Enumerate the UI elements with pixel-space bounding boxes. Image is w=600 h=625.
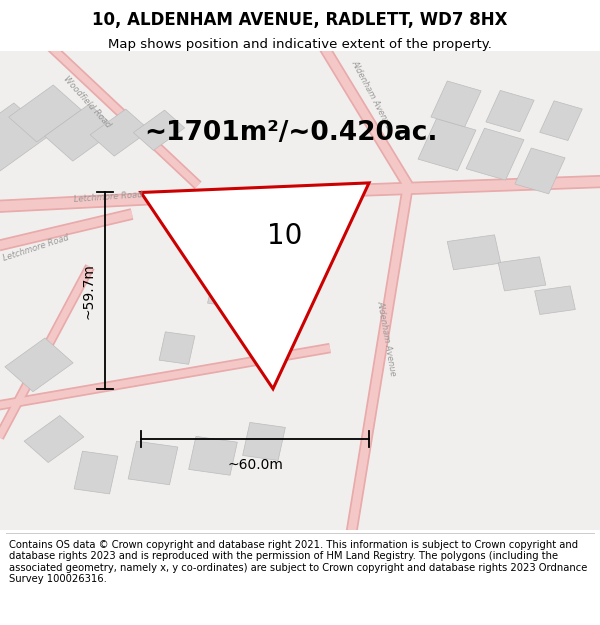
Bar [486, 91, 534, 132]
Text: 10, ALDENHAM AVENUE, RADLETT, WD7 8HX: 10, ALDENHAM AVENUE, RADLETT, WD7 8HX [92, 11, 508, 29]
Bar [133, 110, 185, 151]
Bar [498, 257, 546, 291]
Bar [242, 422, 286, 461]
Text: ~1701m²/~0.420ac.: ~1701m²/~0.420ac. [144, 119, 437, 146]
Bar [535, 286, 575, 314]
Bar [431, 81, 481, 127]
Text: Letchmore Road: Letchmore Road [73, 191, 143, 204]
Bar [447, 235, 501, 270]
Text: Contains OS data © Crown copyright and database right 2021. This information is : Contains OS data © Crown copyright and d… [9, 539, 587, 584]
Text: Woodfield Road: Woodfield Road [61, 74, 113, 129]
Text: Aldenham Avenue: Aldenham Avenue [376, 300, 398, 377]
Text: ~59.7m: ~59.7m [81, 262, 95, 319]
Text: Map shows position and indicative extent of the property.: Map shows position and indicative extent… [108, 39, 492, 51]
Text: Letchmore Road: Letchmore Road [2, 232, 70, 262]
Text: ~60.0m: ~60.0m [227, 458, 283, 472]
Bar [128, 441, 178, 485]
Bar [540, 101, 582, 141]
Bar [188, 436, 238, 475]
Bar [90, 109, 150, 156]
Bar [256, 270, 284, 297]
Polygon shape [141, 183, 369, 389]
Bar [466, 128, 524, 180]
Bar [418, 119, 476, 171]
Bar [0, 103, 50, 177]
Bar [159, 332, 195, 364]
Bar [8, 85, 82, 142]
Bar [44, 104, 118, 161]
Bar [74, 451, 118, 494]
Bar [24, 416, 84, 462]
Text: 10: 10 [268, 222, 302, 249]
Text: Aldenham Avenue: Aldenham Avenue [350, 59, 394, 130]
Bar [515, 148, 565, 194]
Bar [208, 279, 236, 306]
Bar [5, 338, 73, 392]
